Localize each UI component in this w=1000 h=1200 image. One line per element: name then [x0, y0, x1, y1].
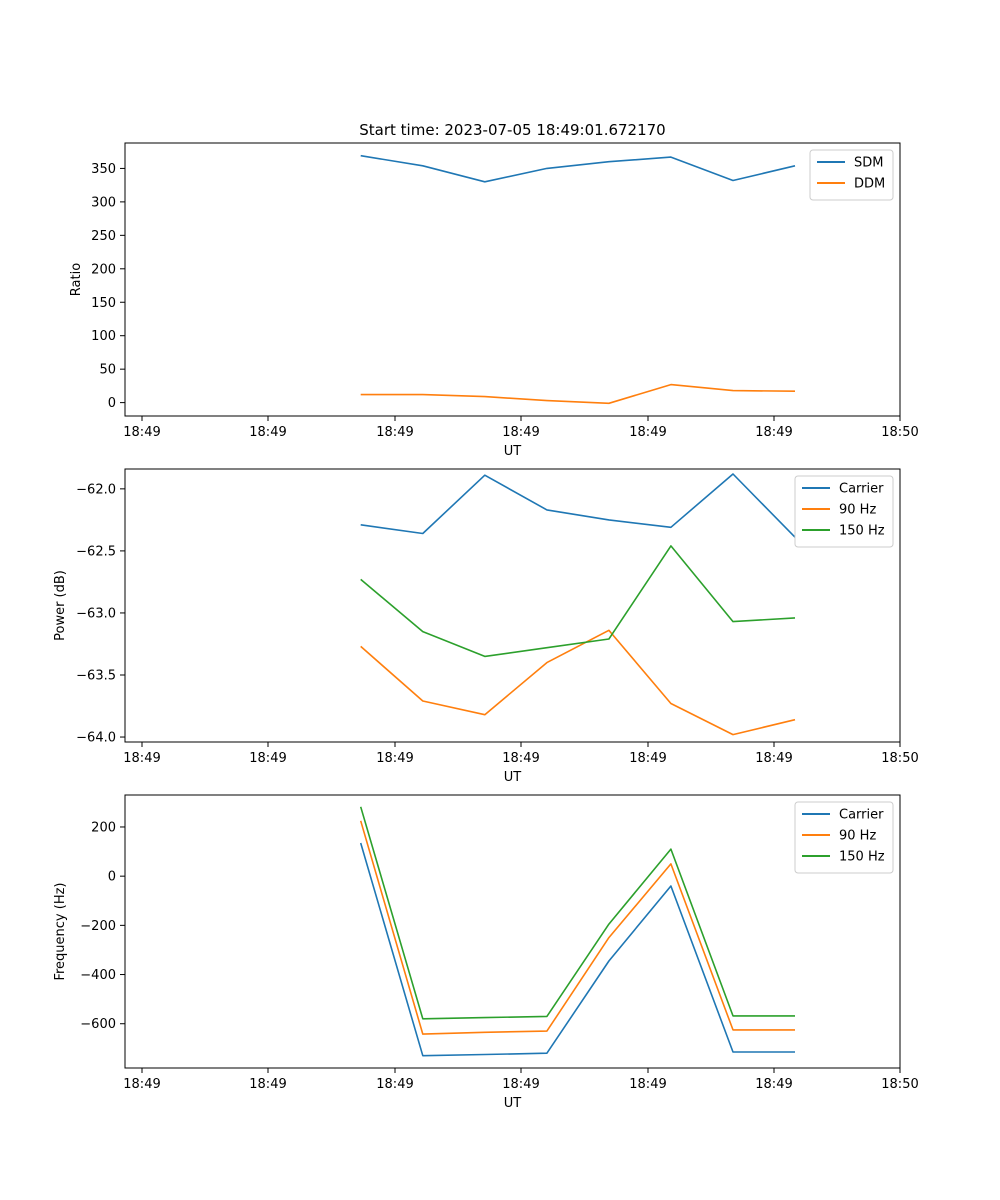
y-tick-label: 300 — [91, 195, 116, 210]
chart-panel-1: Start time: 2023-07-05 18:49:01.672170 18… — [69, 121, 919, 459]
y-tick-label: 100 — [91, 329, 116, 344]
series-line-carrier — [359, 842, 795, 1057]
x-tick-label: 18:49 — [249, 1077, 286, 1092]
x-tick-label: 18:49 — [376, 425, 413, 440]
y-tick-label: 350 — [91, 162, 116, 177]
legend-label: 150 Hz — [839, 524, 885, 539]
series-line-ddm — [360, 383, 796, 405]
y-tick-label: 200 — [91, 820, 116, 835]
x-tick-label: 18:49 — [755, 425, 792, 440]
x-tick-label: 18:49 — [629, 751, 666, 766]
x-tick-label: 18:49 — [629, 1077, 666, 1092]
x-tick-label: 18:49 — [249, 425, 286, 440]
plot-area — [124, 794, 901, 1069]
x-tick-label: 18:49 — [502, 1077, 539, 1092]
x-axis-label: UT — [504, 444, 522, 459]
y-tick-label: 150 — [91, 296, 116, 311]
series-line-150-hz — [359, 806, 795, 1020]
series-line-carrier — [360, 473, 796, 538]
series-line-150-hz — [360, 545, 796, 658]
y-axis-label: Frequency (Hz) — [53, 882, 68, 980]
y-tick-label: −64.0 — [76, 731, 116, 746]
chart-title: Start time: 2023-07-05 18:49:01.672170 — [359, 121, 665, 139]
legend-label: Carrier — [839, 808, 884, 823]
x-tick-label: 18:49 — [502, 751, 539, 766]
legend-label: 90 Hz — [839, 829, 876, 844]
y-tick-label: −400 — [80, 968, 116, 983]
legend: Carrier 90 Hz 150 Hz — [794, 801, 894, 874]
series-line-90-hz — [359, 820, 795, 1035]
series-line-90-hz — [360, 629, 796, 736]
legend: SDM DDM — [809, 149, 894, 201]
y-tick-label: 200 — [91, 262, 116, 277]
x-tick-label: 18:49 — [755, 751, 792, 766]
y-axis-label: Ratio — [69, 263, 84, 296]
y-tick-label: 0 — [108, 396, 116, 411]
legend-label: DDM — [854, 177, 885, 192]
x-tick-label: 18:49 — [123, 1077, 160, 1092]
x-tick-label: 18:50 — [881, 425, 918, 440]
plot-area — [124, 468, 901, 743]
x-tick-label: 18:49 — [376, 1077, 413, 1092]
legend-label: 150 Hz — [839, 850, 885, 865]
y-tick-label: −600 — [80, 1017, 116, 1032]
x-tick-label: 18:49 — [629, 425, 666, 440]
y-tick-label: −62.0 — [76, 482, 116, 497]
plot-area — [124, 142, 901, 417]
y-tick-label: 250 — [91, 229, 116, 244]
y-axis-label: Power (dB) — [53, 570, 68, 641]
x-tick-label: 18:50 — [881, 751, 918, 766]
x-tick-label: 18:49 — [123, 751, 160, 766]
y-tick-label: −63.5 — [76, 668, 116, 683]
y-tick-label: −63.0 — [76, 606, 116, 621]
x-tick-label: 18:49 — [755, 1077, 792, 1092]
x-tick-label: 18:49 — [249, 751, 286, 766]
chart-panel-2: 18:49 18:49 18:49 18:49 18:49 18:49 18:50 UT −64… — [53, 468, 919, 785]
y-tick-label: −62.5 — [76, 544, 116, 559]
chart-panel-3: 18:49 18:49 18:49 18:49 18:49 18:49 18:50 UT −60… — [53, 794, 919, 1111]
legend-label: 90 Hz — [839, 503, 876, 518]
x-tick-label: 18:49 — [502, 425, 539, 440]
x-axis-label: UT — [504, 1096, 522, 1111]
x-tick-label: 18:49 — [123, 425, 160, 440]
x-tick-label: 18:50 — [881, 1077, 918, 1092]
legend-label: SDM — [854, 156, 883, 171]
y-tick-label: 0 — [108, 870, 116, 885]
legend: Carrier 90 Hz 150 Hz — [794, 475, 894, 548]
x-axis-label: UT — [504, 770, 522, 785]
y-tick-label: 50 — [99, 363, 116, 378]
legend-label: Carrier — [839, 482, 884, 497]
x-tick-label: 18:49 — [376, 751, 413, 766]
y-tick-label: −200 — [80, 919, 116, 934]
series-line-sdm — [360, 154, 796, 183]
